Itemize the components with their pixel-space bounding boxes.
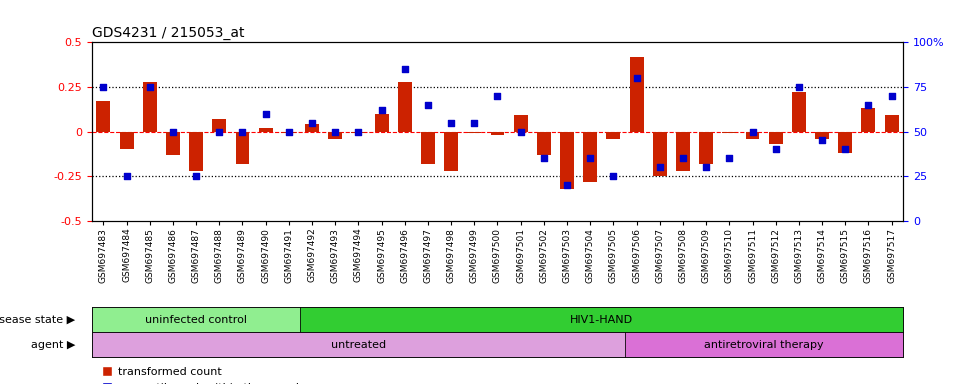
Bar xyxy=(537,131,551,155)
Bar xyxy=(259,128,272,131)
Bar xyxy=(514,116,527,131)
Bar xyxy=(491,131,504,135)
Bar xyxy=(607,131,620,139)
Bar xyxy=(166,131,180,155)
Point xyxy=(304,119,320,126)
Bar xyxy=(630,56,643,131)
Point xyxy=(351,128,366,135)
Point xyxy=(536,155,552,161)
Point xyxy=(374,107,389,113)
Bar xyxy=(583,131,597,182)
Text: uninfected control: uninfected control xyxy=(145,314,247,325)
Bar xyxy=(862,108,875,131)
Bar xyxy=(213,119,226,131)
Bar xyxy=(625,332,903,357)
Bar xyxy=(560,131,574,189)
Point xyxy=(165,128,181,135)
Bar xyxy=(97,101,110,131)
Point xyxy=(675,155,691,161)
Point xyxy=(745,128,760,135)
Point xyxy=(96,84,111,90)
Point xyxy=(490,93,505,99)
Point xyxy=(582,155,598,161)
Point xyxy=(142,84,157,90)
Bar xyxy=(305,124,319,131)
Point xyxy=(606,173,621,179)
Bar xyxy=(885,116,898,131)
Bar xyxy=(282,131,296,133)
Text: HIV1-HAND: HIV1-HAND xyxy=(570,314,634,325)
Bar xyxy=(92,307,300,332)
Point xyxy=(884,93,899,99)
Point xyxy=(443,119,459,126)
Point xyxy=(629,75,644,81)
Bar xyxy=(375,114,388,131)
Bar xyxy=(468,131,481,133)
Point xyxy=(420,102,436,108)
Point xyxy=(838,146,853,152)
Bar xyxy=(421,131,435,164)
Point xyxy=(397,66,412,72)
Text: disease state ▶: disease state ▶ xyxy=(0,314,75,325)
Point xyxy=(467,119,482,126)
Bar xyxy=(653,131,667,176)
Bar xyxy=(444,131,458,171)
Bar xyxy=(398,81,412,131)
Point xyxy=(212,128,227,135)
Point xyxy=(768,146,783,152)
Bar xyxy=(723,131,736,133)
Bar xyxy=(699,131,713,164)
Bar xyxy=(236,131,249,164)
Point xyxy=(188,173,204,179)
Point xyxy=(861,102,876,108)
Text: agent ▶: agent ▶ xyxy=(31,339,75,350)
Point xyxy=(258,111,273,117)
Bar xyxy=(815,131,829,139)
Bar xyxy=(92,332,625,357)
Point xyxy=(814,137,830,144)
Point xyxy=(281,128,297,135)
Bar xyxy=(328,131,342,139)
Bar xyxy=(352,131,365,133)
Point xyxy=(119,173,134,179)
Point xyxy=(235,128,250,135)
Bar xyxy=(676,131,690,171)
Point xyxy=(652,164,668,170)
Bar xyxy=(189,131,203,171)
Text: untreated: untreated xyxy=(330,339,386,350)
Point xyxy=(698,164,714,170)
Point xyxy=(722,155,737,161)
Bar xyxy=(769,131,782,144)
Point xyxy=(791,84,807,90)
Point xyxy=(559,182,575,188)
Legend: transformed count, percentile rank within the sample: transformed count, percentile rank withi… xyxy=(98,362,311,384)
Bar xyxy=(792,92,806,131)
Bar xyxy=(746,131,759,139)
Bar xyxy=(120,131,133,149)
Bar xyxy=(300,307,903,332)
Point xyxy=(327,128,343,135)
Text: antiretroviral therapy: antiretroviral therapy xyxy=(704,339,824,350)
Point xyxy=(513,128,528,135)
Bar xyxy=(143,81,156,131)
Bar xyxy=(838,131,852,153)
Text: GDS4231 / 215053_at: GDS4231 / 215053_at xyxy=(92,26,244,40)
